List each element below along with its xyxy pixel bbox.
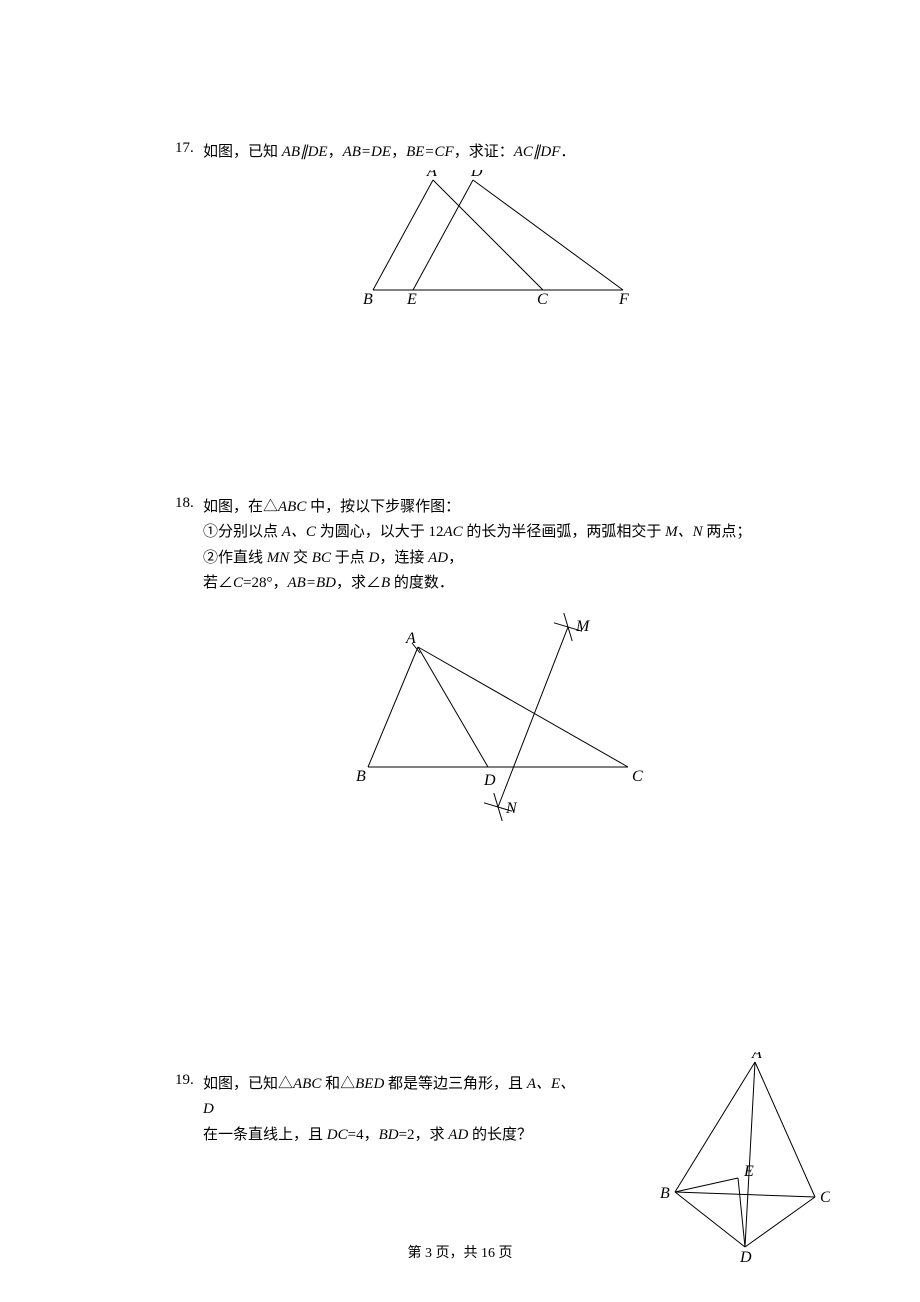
problem-19-text: 如图，已知△ABC 和△BED 都是等边三角形，且 A、E、D 在一条直线上，且… <box>203 1072 583 1149</box>
svg-text:F: F <box>618 291 629 308</box>
svg-text:D: D <box>483 772 496 789</box>
svg-text:B: B <box>356 768 366 785</box>
page: 17. 如图，已知 AB∥DE，AB=DE，BE=CF，求证：AC∥DF． A D… <box>0 0 920 1302</box>
svg-text:D: D <box>470 170 483 180</box>
problem-17-text: 如图，已知 AB∥DE，AB=DE，BE=CF，求证：AC∥DF． <box>203 140 575 166</box>
svg-text:C: C <box>820 1189 830 1206</box>
svg-text:B: B <box>363 291 373 308</box>
page-footer: 第 3 页，共 16 页 <box>0 1242 920 1262</box>
svg-text:E: E <box>406 291 417 308</box>
svg-text:M: M <box>575 618 591 635</box>
svg-text:B: B <box>660 1185 670 1202</box>
problem-17-line: 17. 如图，已知 AB∥DE，AB=DE，BE=CF，求证：AC∥DF． <box>175 140 820 166</box>
problem-19: 19. 如图，已知△ABC 和△BED 都是等边三角形，且 A、E、D 在一条直… <box>175 1072 820 1149</box>
problem-18-line3: 若∠C=28°，AB=BD，求∠B 的度数． <box>175 571 820 597</box>
problem-18: 18. 如图，在△ABC 中，按以下步骤作图： ①分别以点 A、C 为圆心，以大… <box>175 495 820 832</box>
problem-18-text0: 如图，在△ABC 中，按以下步骤作图： <box>203 495 460 521</box>
svg-text:C: C <box>632 768 643 785</box>
svg-text:C: C <box>537 291 548 308</box>
figure-18: A B C D M N <box>175 607 820 832</box>
problem-18-number: 18. <box>175 495 203 512</box>
problem-18-line2: ②作直线 MN 交 BC 于点 D，连接 AD， <box>175 546 820 572</box>
problem-17-number: 17. <box>175 140 203 157</box>
svg-text:N: N <box>505 800 518 817</box>
problem-18-line1: ①分别以点 A、C 为圆心，以大于 12AC 的长为半径画弧，两弧相交于 M、N… <box>175 520 820 546</box>
problem-19-number: 19. <box>175 1072 203 1089</box>
figure-19-svg: ABCDE <box>660 1052 830 1267</box>
svg-text:E: E <box>743 1163 754 1180</box>
problem-17: 17. 如图，已知 AB∥DE，AB=DE，BE=CF，求证：AC∥DF． A D… <box>175 140 820 315</box>
svg-text:A: A <box>426 170 437 180</box>
svg-text:A: A <box>751 1052 762 1062</box>
figure-17: A D B E C F <box>175 170 820 315</box>
figure-17-svg: A D B E C F <box>363 170 633 310</box>
svg-text:A: A <box>405 630 416 647</box>
figure-19: ABCDE <box>660 1052 830 1272</box>
figure-18-svg: A B C D M N <box>348 607 648 827</box>
problem-18-line0: 18. 如图，在△ABC 中，按以下步骤作图： <box>175 495 820 521</box>
